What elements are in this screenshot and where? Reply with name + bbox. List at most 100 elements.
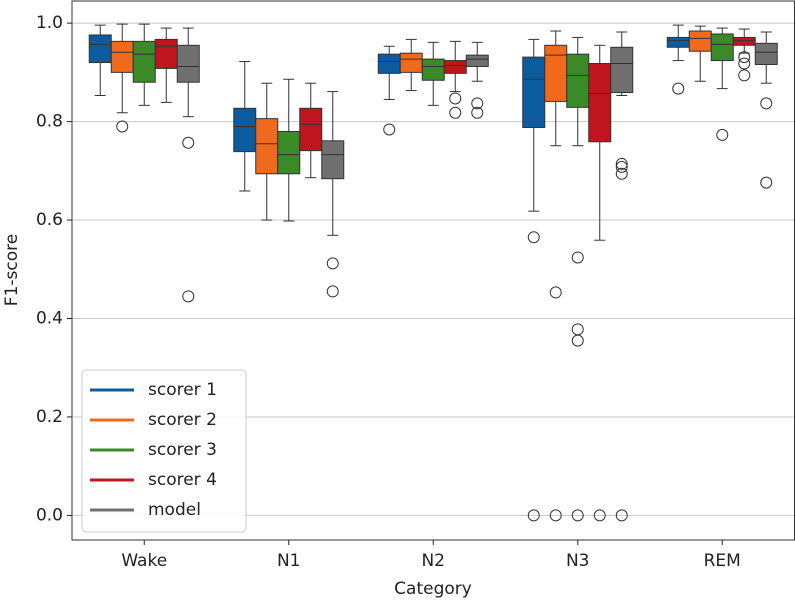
- outlier: [615, 167, 628, 180]
- x-tick-label: Wake: [121, 551, 167, 571]
- box-group: [710, 27, 734, 141]
- y-tick-label: 0.6: [36, 210, 63, 230]
- outlier: [760, 176, 773, 189]
- box: [399, 52, 423, 73]
- x-tick-label: N3: [566, 551, 590, 571]
- y-tick-label: 0.8: [36, 112, 63, 132]
- outlier: [182, 290, 195, 303]
- box: [421, 58, 445, 81]
- box: [176, 44, 200, 83]
- outlier: [449, 92, 462, 105]
- box: [610, 46, 634, 94]
- box-group: [544, 30, 568, 522]
- box-group: [132, 23, 156, 106]
- legend-label: scorer 2: [148, 410, 217, 430]
- box-group: [277, 78, 301, 222]
- box: [299, 107, 323, 152]
- box-group: [377, 45, 401, 136]
- box: [377, 53, 401, 74]
- outlier: [527, 231, 540, 244]
- y-tick-label: 0.2: [36, 407, 63, 427]
- box: [88, 34, 112, 64]
- outlier: [738, 69, 751, 82]
- box-group: [255, 82, 279, 221]
- outlier: [571, 323, 584, 336]
- box-group: [399, 38, 423, 92]
- outlier: [571, 509, 584, 522]
- y-tick-label: 0.0: [36, 505, 63, 525]
- outlier: [593, 509, 606, 522]
- legend-box: [81, 369, 247, 533]
- box-group: [754, 31, 778, 189]
- box-group: [421, 41, 445, 106]
- box: [465, 54, 489, 67]
- outlier: [116, 120, 129, 133]
- box-group: [688, 25, 712, 82]
- outlier: [326, 257, 339, 270]
- box-group: [233, 61, 257, 192]
- box-group: [88, 24, 112, 97]
- outlier: [615, 157, 628, 170]
- box: [732, 36, 756, 46]
- box-group: [588, 44, 612, 522]
- outlier: [471, 106, 484, 119]
- legend-label: scorer 4: [148, 470, 217, 490]
- x-tick-label: REM: [704, 551, 741, 571]
- outlier: [571, 251, 584, 264]
- outlier: [449, 106, 462, 119]
- box: [277, 130, 301, 175]
- outlier: [760, 97, 773, 110]
- box: [321, 140, 345, 180]
- box: [710, 33, 734, 62]
- outlier: [326, 285, 339, 298]
- box: [566, 53, 590, 108]
- y-tick-label: 0.4: [36, 308, 63, 328]
- outlier: [383, 123, 396, 136]
- box-group: [465, 41, 489, 119]
- outlier: [615, 509, 628, 522]
- box: [688, 30, 712, 52]
- x-tick-label: N1: [277, 551, 301, 571]
- legend-label: model: [148, 500, 201, 520]
- box: [666, 36, 690, 48]
- box-group: [176, 27, 200, 303]
- box: [443, 60, 467, 74]
- box: [754, 42, 778, 65]
- outlier: [615, 160, 628, 173]
- box: [522, 56, 546, 129]
- outlier: [716, 128, 729, 141]
- y-tick-label: 1.0: [36, 13, 63, 33]
- outlier: [549, 509, 562, 522]
- box-group: [732, 28, 756, 82]
- x-axis-label: Category: [394, 579, 472, 599]
- outlier: [738, 51, 751, 64]
- box-group: [110, 23, 134, 133]
- box: [110, 40, 134, 73]
- legend-label: scorer 3: [148, 440, 217, 460]
- box-group: [443, 40, 467, 119]
- box: [588, 63, 612, 143]
- outlier: [672, 82, 685, 95]
- box-group: [321, 91, 345, 298]
- box-group: [666, 24, 690, 95]
- box: [255, 118, 279, 175]
- box-group: [154, 27, 178, 103]
- box: [233, 107, 257, 153]
- box: [154, 38, 178, 69]
- y-axis-label: F1-score: [2, 234, 22, 306]
- box-group: [522, 38, 546, 522]
- outlier: [471, 97, 484, 110]
- outlier: [182, 136, 195, 149]
- outlier: [571, 334, 584, 347]
- outlier: [738, 57, 751, 70]
- box-group: [566, 36, 590, 522]
- box: [544, 44, 568, 102]
- box-group: [299, 82, 323, 179]
- outlier: [527, 509, 540, 522]
- x-tick-label: N2: [421, 551, 445, 571]
- box-group: [610, 31, 634, 522]
- box: [132, 40, 156, 83]
- outlier: [549, 286, 562, 299]
- legend-label: scorer 1: [148, 380, 217, 400]
